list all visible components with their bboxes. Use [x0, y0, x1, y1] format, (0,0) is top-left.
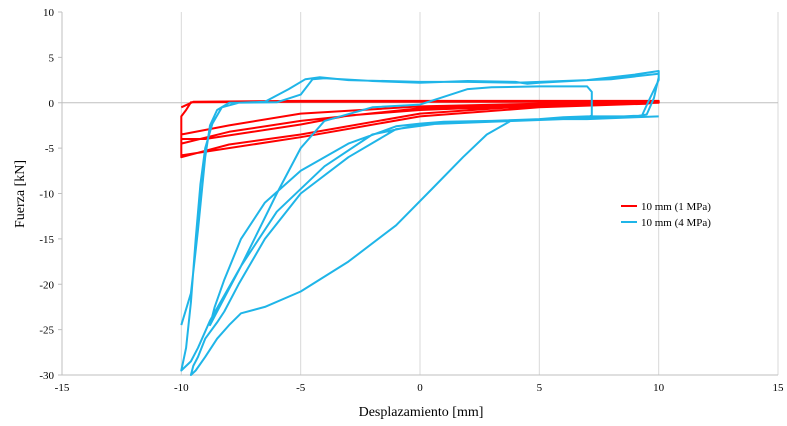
x-tick-label-6: 15 — [773, 382, 785, 394]
y-axis-title: Fuerza [kN] — [13, 160, 28, 228]
x-tick-label-2: -5 — [296, 382, 306, 394]
x-tick-label-4: 5 — [537, 382, 543, 394]
x-tick-label-5: 10 — [653, 382, 665, 394]
x-axis-title: Desplazamiento [mm] — [359, 405, 484, 420]
axes — [58, 11, 778, 376]
grid-lines — [180, 12, 779, 375]
legend-label-1: 10 mm (4 MPa) — [641, 217, 711, 229]
y-tick-label-7: -25 — [39, 325, 54, 337]
y-tick-label-4: -10 — [39, 189, 54, 201]
legend: 10 mm (1 MPa) 10 mm (4 MPa) — [621, 201, 711, 229]
y-tick-label-3: -5 — [45, 143, 55, 155]
x-tick-label-1: -10 — [174, 382, 189, 394]
y-tick-label-5: -15 — [39, 234, 54, 246]
y-tick-label-0: 10 — [43, 7, 55, 19]
series-layer — [180, 70, 660, 376]
x-tick-label-0: -15 — [55, 382, 70, 394]
series-line-1 — [180, 70, 660, 376]
y-tick-label-2: 0 — [49, 98, 55, 110]
y-tick-label-1: 5 — [49, 52, 55, 64]
legend-label-0: 10 mm (1 MPa) — [641, 201, 711, 213]
y-tick-label-8: -30 — [39, 370, 54, 382]
series-line-0 — [180, 99, 660, 159]
x-tick-label-3: 0 — [417, 382, 423, 394]
tick-labels: -15 -10 -5 0 5 10 15 10 5 0 -5 -10 -15 -20 -25 -30 — [39, 7, 784, 394]
y-tick-label-6: -20 — [39, 279, 54, 291]
